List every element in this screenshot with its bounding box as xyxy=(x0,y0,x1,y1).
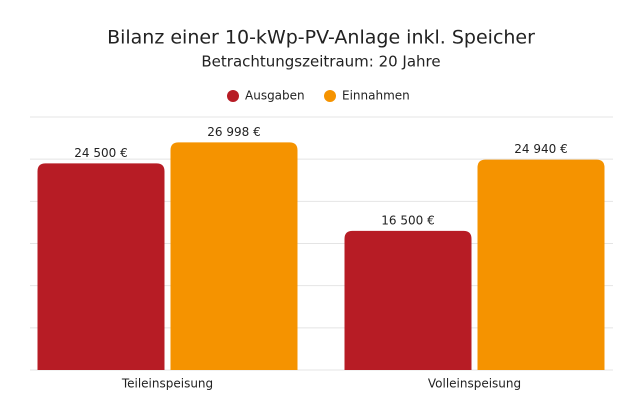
bar xyxy=(170,142,298,370)
bar xyxy=(344,230,472,370)
chart-subtitle: Betrachtungszeitraum: 20 Jahre xyxy=(201,53,440,71)
legend-swatch xyxy=(324,90,336,102)
legend-label: Ausgaben xyxy=(245,89,305,103)
chart-title: Bilanz einer 10-kWp-PV-Anlage inkl. Spei… xyxy=(107,27,535,49)
value-label: 24 940 € xyxy=(514,142,567,156)
legend-label: Einnahmen xyxy=(342,89,410,103)
bar xyxy=(477,159,605,370)
value-label: 16 500 € xyxy=(381,213,434,227)
bar xyxy=(37,163,165,370)
value-label: 24 500 € xyxy=(74,146,127,160)
x-tick-label: Volleinspeisung xyxy=(428,377,521,391)
value-label: 26 998 € xyxy=(207,125,260,139)
x-tick-label: Teileinspeisung xyxy=(121,377,213,391)
legend-swatch xyxy=(227,90,239,102)
